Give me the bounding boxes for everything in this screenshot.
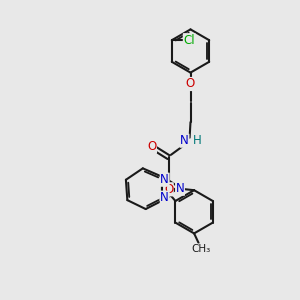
Text: H: H <box>193 134 202 147</box>
Text: CH₃: CH₃ <box>191 244 211 254</box>
Text: N: N <box>180 134 189 147</box>
Text: O: O <box>186 77 195 91</box>
Text: N: N <box>160 191 169 204</box>
Text: N: N <box>176 182 184 195</box>
Text: O: O <box>164 183 173 196</box>
Text: O: O <box>147 140 156 153</box>
Text: Cl: Cl <box>183 34 195 47</box>
Text: N: N <box>160 173 169 186</box>
